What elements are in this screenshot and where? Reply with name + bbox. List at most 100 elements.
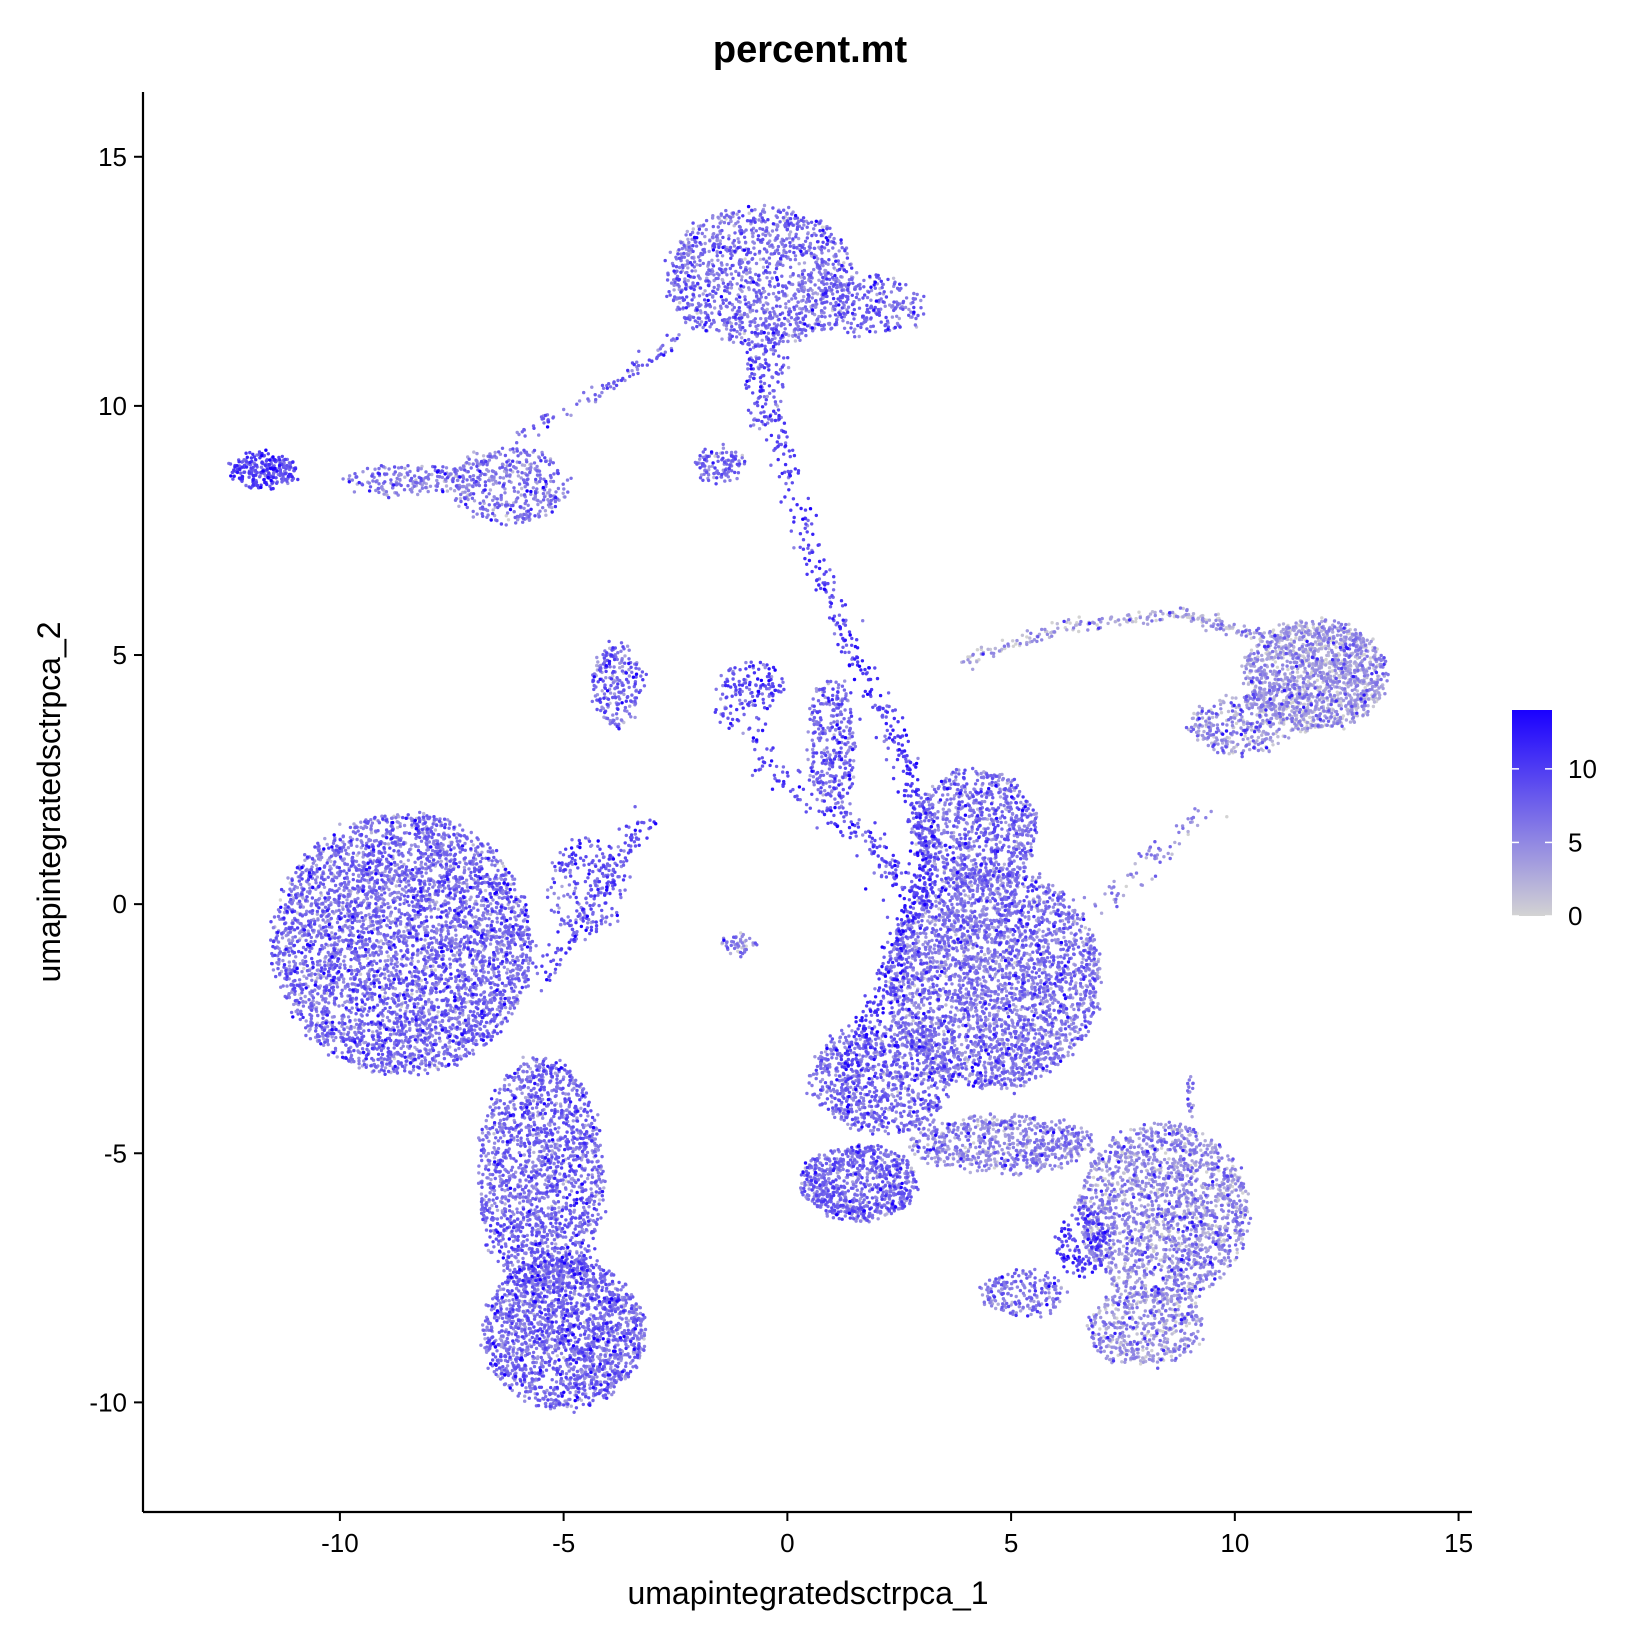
cell-point xyxy=(998,840,1002,844)
cell-point xyxy=(1145,1346,1149,1351)
cell-point xyxy=(1217,1252,1222,1256)
cell-point xyxy=(835,1171,840,1175)
cell-point xyxy=(585,1176,590,1181)
cell-point xyxy=(1026,1135,1031,1139)
cell-point xyxy=(444,484,449,488)
cell-point xyxy=(416,492,420,497)
cell-point xyxy=(553,868,558,873)
cell-point xyxy=(1297,637,1302,642)
cell-point xyxy=(1113,1138,1118,1143)
cell-point xyxy=(1377,691,1381,695)
cell-point xyxy=(686,266,690,270)
cell-point xyxy=(1352,720,1357,724)
cell-point xyxy=(1190,1159,1194,1163)
cell-point xyxy=(1185,1174,1189,1178)
cell-point xyxy=(349,965,353,969)
cell-point xyxy=(1204,1235,1208,1239)
cell-point xyxy=(1190,716,1195,721)
cell-point xyxy=(1002,862,1007,866)
cell-point xyxy=(1372,700,1377,704)
cell-point xyxy=(685,229,689,234)
cell-point xyxy=(1117,1275,1121,1280)
cell-point xyxy=(1214,627,1219,631)
cell-point xyxy=(386,842,391,846)
cell-point xyxy=(1214,1224,1218,1228)
cell-point xyxy=(703,241,707,246)
cell-point xyxy=(1211,1236,1215,1240)
cell-point xyxy=(561,491,565,495)
cell-point xyxy=(1130,1158,1134,1163)
cell-point xyxy=(1224,693,1228,698)
cell-point xyxy=(1083,926,1088,930)
cell-point xyxy=(1168,1248,1172,1252)
cell-point xyxy=(881,1078,885,1083)
cell-point xyxy=(1349,683,1353,687)
cell-point xyxy=(944,974,948,978)
cell-point xyxy=(406,858,411,862)
cell-point xyxy=(1130,620,1135,624)
cell-point xyxy=(503,1188,507,1193)
cell-point xyxy=(1139,1204,1144,1208)
cell-point xyxy=(474,966,478,970)
cell-point xyxy=(992,1157,997,1161)
cell-point xyxy=(992,1166,997,1170)
cell-point xyxy=(483,888,488,893)
cell-point xyxy=(1371,704,1376,709)
cell-point xyxy=(383,1066,388,1070)
cell-point xyxy=(503,1077,507,1082)
cell-point xyxy=(527,961,531,966)
cell-point xyxy=(994,1135,998,1139)
cell-point xyxy=(437,1020,442,1024)
cell-point xyxy=(975,1169,980,1173)
cell-point xyxy=(628,704,632,708)
cell-point xyxy=(1363,686,1367,690)
cell-point xyxy=(1199,1148,1203,1152)
cell-point xyxy=(439,859,443,863)
cell-point xyxy=(623,654,627,658)
cell-point xyxy=(1188,1282,1192,1286)
cell-point xyxy=(1276,741,1280,746)
cell-point xyxy=(1003,1134,1008,1138)
cell-point xyxy=(971,1141,976,1145)
cell-point xyxy=(427,1008,431,1012)
cell-point xyxy=(1156,1168,1161,1172)
cell-point xyxy=(1341,714,1346,718)
cell-point xyxy=(1182,1342,1187,1347)
cell-point xyxy=(1171,1254,1175,1258)
cell-point xyxy=(1335,690,1340,694)
cell-point xyxy=(1248,747,1252,752)
cell-point xyxy=(1103,1192,1108,1196)
cell-point xyxy=(1024,1145,1029,1149)
cell-point xyxy=(1235,1251,1240,1255)
cell-point xyxy=(314,863,319,867)
cell-point xyxy=(1153,1226,1157,1230)
cell-point xyxy=(1102,1349,1107,1354)
cell-point xyxy=(834,1073,838,1077)
cell-point xyxy=(846,1122,850,1127)
cell-point xyxy=(469,895,473,899)
cell-point xyxy=(1334,645,1338,649)
cell-point xyxy=(1120,1207,1125,1211)
cell-point xyxy=(507,906,511,910)
cell-point xyxy=(598,1198,602,1202)
cell-point xyxy=(1308,715,1312,720)
cell-point xyxy=(1120,1360,1124,1364)
cell-point xyxy=(1315,678,1320,682)
cell-point xyxy=(1281,622,1286,626)
cell-point xyxy=(1055,622,1060,626)
cell-point xyxy=(569,1404,573,1408)
cell-point xyxy=(1299,674,1303,678)
cell-point xyxy=(1348,660,1352,664)
cell-point xyxy=(1258,709,1263,713)
cell-point xyxy=(1138,1300,1143,1305)
cell-point xyxy=(1028,636,1032,640)
cell-point xyxy=(712,475,716,480)
cell-point xyxy=(1200,1185,1205,1190)
cell-point xyxy=(1004,820,1008,825)
cell-point xyxy=(1150,1243,1154,1247)
cell-point xyxy=(851,775,856,779)
cell-point xyxy=(739,288,743,292)
cell-point xyxy=(1013,961,1017,965)
cell-point xyxy=(979,1115,983,1119)
cell-point xyxy=(1065,628,1069,632)
